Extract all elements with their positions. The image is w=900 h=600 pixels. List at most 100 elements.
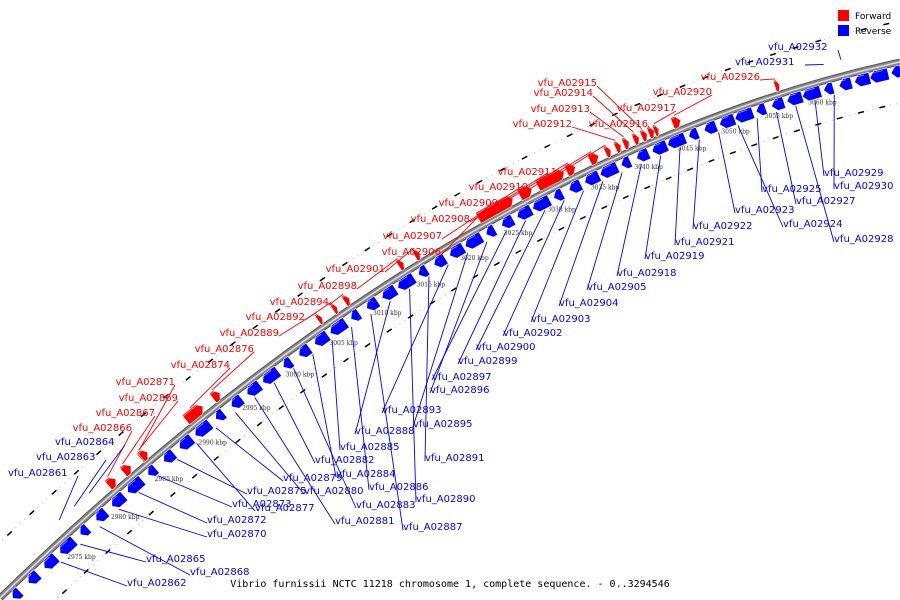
gene-shine [341,295,345,299]
gene-shine [889,67,896,70]
gene-shape [620,137,630,151]
gene-shine [311,333,322,342]
gene-shape [179,433,197,451]
forward-tick-mark [634,102,641,107]
gene-shape [638,129,648,143]
gene-shape [532,194,553,213]
forward-tick-mark [589,122,596,127]
forward-tick-mark [319,276,326,282]
reverse-tick-mark [793,129,801,133]
forward-tick-mark [185,375,191,381]
gene-shape [136,449,149,463]
leader-line [616,163,642,277]
leader-line [412,253,469,428]
reverse-tick-mark [687,167,694,172]
leader-line [692,139,700,230]
forward-tick-mark [476,179,483,184]
gene-shine [822,84,828,87]
gene-shape [181,404,204,426]
gene-shape [246,379,264,397]
forward-gene [118,464,132,478]
reverse-gene-label: vfu_A02872 [207,515,266,526]
leader-line [759,78,776,81]
gene-shape [194,418,215,438]
diagram-caption: Vibrio furnissii NCTC 11218 chromosome 1… [230,579,670,590]
reverse-tick-mark [213,455,220,461]
leader-line [718,132,736,214]
gene-shine [105,478,110,483]
tick-label: 3000 kbp [286,372,315,379]
forward-tick-mark [679,84,686,89]
leader-line [674,147,681,246]
forward-tick-mark [73,469,80,475]
forward-tick-mark [521,155,528,160]
gene-shape [397,272,418,291]
forward-gene [651,124,660,138]
gene-shape [553,187,566,202]
forward-gene-label: vfu_A02916 [589,119,648,130]
gene-shape [418,263,431,278]
reverse-gene-label: vfu_A02861 [8,468,67,479]
reverse-gene-label: vfu_A02896 [430,385,489,396]
gene-shine [431,256,439,262]
tick-label: 3035 kbp [591,184,620,191]
forward-tick-mark [860,27,867,31]
tick-label: 3025 kbp [504,230,533,237]
leader-line [795,105,835,243]
forward-gene-label: vfu_A02910 [469,182,528,193]
gene-shine [330,304,333,307]
forward-tick-mark [252,324,259,330]
reverse-gene [192,418,215,438]
forward-gene-label: vfu_A02926 [701,72,760,83]
gene-shape [501,213,517,229]
reverse-gene [619,155,634,169]
leader-line [118,508,208,538]
reverse-gene [56,535,79,555]
forward-gene-label: vfu_A02871 [116,377,175,388]
gene-shine [462,235,476,243]
gene-shape [215,407,228,422]
reverse-gene [499,213,517,229]
reverse-gene-label: vfu_A02884 [336,469,395,480]
gene-shine [379,287,390,295]
reverse-tick-mark [665,176,672,181]
reverse-gene-label: vfu_A02888 [355,426,414,437]
gene-shape [449,241,467,259]
reverse-gene [395,272,418,291]
reverse-gene [124,475,147,495]
gene-shine [447,245,458,253]
reverse-gene [514,203,535,221]
reverse-gene [311,329,332,347]
reverse-gene [566,178,584,194]
gene-shine [785,93,797,98]
forward-gene-label: vfu_A02909 [439,198,498,209]
gene-shape [314,329,332,347]
reverse-gene-label: vfu_A02902 [503,328,562,339]
gene-shape [27,569,43,585]
leader-line [571,126,616,141]
gene-shape [651,124,660,138]
forward-gene-label: vfu_A02912 [513,119,572,130]
reverse-gene [598,161,621,179]
gene-shine [717,116,729,121]
forward-tick-mark [230,341,236,347]
leader-line [60,561,128,587]
forward-tick-mark [724,67,731,72]
reverse-gene [296,342,314,358]
gene-shine [652,125,655,128]
forward-tick-mark [386,232,393,238]
reverse-tick-mark [836,116,843,120]
gene-shine [733,109,747,116]
gene-shape [651,139,670,156]
reverse-gene-label: vfu_A02899 [458,356,517,367]
forward-gene-label: vfu_A02869 [119,393,178,404]
gene-shine [639,130,643,133]
leader-line [293,368,357,509]
reverse-tick-mark [364,342,371,348]
leader-line [409,288,417,503]
reverse-gene-label: vfu_A02880 [304,486,363,497]
reverse-gene-label: vfu_A02928 [834,234,893,245]
gene-shine [530,197,544,206]
gene-shape [772,79,780,93]
gene-shine [853,74,865,79]
